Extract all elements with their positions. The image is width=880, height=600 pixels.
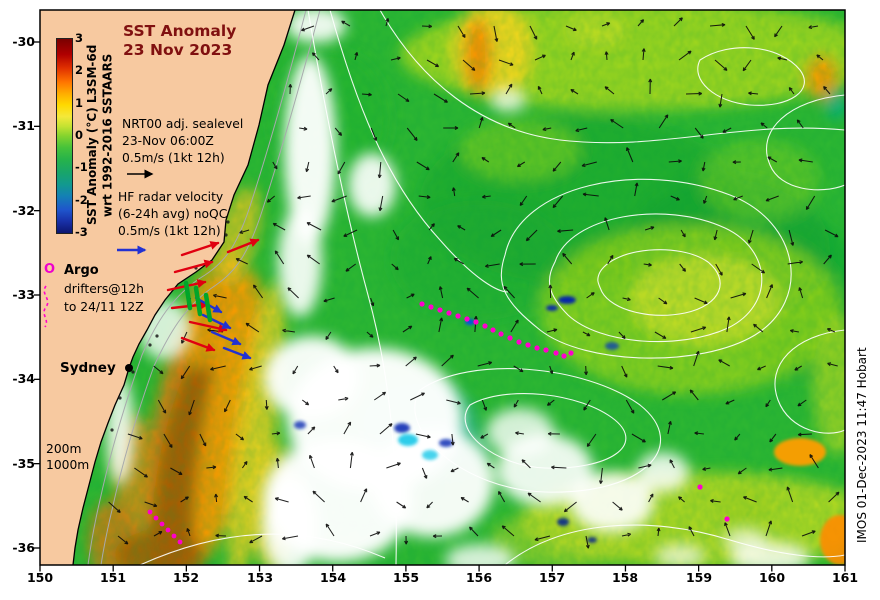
- sealevel-legend: NRT00 adj. sealevel 23-Nov 06:00Z 0.5m/s…: [122, 116, 243, 167]
- colorbar-tick-label: 1: [75, 96, 84, 110]
- colorbar-tick-label: -2: [75, 193, 88, 207]
- colorbar-tick-label: 2: [75, 63, 84, 77]
- land: [40, 10, 295, 565]
- bathymetry-label-200m: 200m: [46, 442, 82, 456]
- x-tick-label: 152: [172, 570, 200, 585]
- x-tick-label: 158: [611, 570, 639, 585]
- title-line1: SST Anomaly: [123, 22, 237, 40]
- y-tick-label: -35: [12, 456, 35, 471]
- sealevel-legend-line1: NRT00 adj. sealevel: [122, 117, 244, 131]
- credit-text: IMOS 01-Dec-2023 11:47 Hobart: [855, 347, 869, 543]
- hf-radar-legend-line3: 0.5m/s (1kt 12h): [118, 224, 221, 238]
- colorbar-axis-label: SST Anomaly (°C) L3SM-6d wrt 1992-2016 S…: [85, 36, 116, 234]
- colorbar-tick-label: 3: [75, 31, 84, 45]
- hf-radar-legend-line2: (6-24h avg) noQC: [118, 207, 228, 221]
- sealevel-contours: [139, 10, 845, 565]
- x-tick-label: 151: [99, 570, 127, 585]
- argo-float-symbol: O: [44, 262, 56, 277]
- y-tick-label: -30: [12, 34, 35, 49]
- x-tick-label: 160: [758, 570, 786, 585]
- title-line2: 23 Nov 2023: [123, 41, 233, 60]
- y-tick-label: -33: [12, 287, 35, 302]
- colorbar-tick-label: -3: [75, 225, 88, 239]
- legend-symbols: [43, 169, 154, 328]
- y-tick-label: -32: [12, 203, 35, 218]
- x-tick-label: 150: [26, 570, 54, 585]
- hf-radar-legend: HF radar velocity (6-24h avg) noQC 0.5m/…: [118, 189, 227, 240]
- sealevel-legend-line2: 23-Nov 06:00Z: [122, 134, 214, 148]
- x-tick-label: 153: [246, 570, 274, 585]
- x-tick-label: 155: [392, 570, 420, 585]
- x-tick-label: 156: [465, 570, 493, 585]
- colorbar-label-line1: SST Anomaly (°C) L3SM-6d: [85, 44, 99, 226]
- colorbar-tick-label: -1: [75, 160, 88, 174]
- argo-label: Argo: [64, 263, 99, 278]
- map-title: SST Anomaly 23 Nov 2023: [123, 22, 236, 61]
- drifter-track-legend-line: [43, 285, 49, 328]
- hf-radar-vectors: [166, 238, 260, 360]
- drifters-legend-line1: drifters@12h: [64, 282, 144, 296]
- sealevel-legend-line3: 0.5m/s (1kt 12h): [122, 151, 225, 165]
- cold-specks: [294, 296, 845, 565]
- y-tick-label: -31: [12, 118, 35, 133]
- bathymetry-label-1000m: 1000m: [46, 458, 90, 472]
- city-label-sydney: Sydney: [60, 360, 116, 376]
- hf-radar-legend-line1: HF radar velocity: [118, 190, 224, 204]
- coastline: [72, 10, 296, 565]
- x-tick-label: 161: [831, 570, 859, 585]
- x-tick-label: 154: [319, 570, 347, 585]
- colorbar-gradient: [56, 38, 73, 234]
- x-tick-label: 159: [685, 570, 713, 585]
- colorbar-label-line2: wrt 1992-2016 SSTAARS: [100, 53, 115, 217]
- sydney-city-dot: [125, 364, 133, 372]
- x-tick-label: 157: [538, 570, 566, 585]
- y-tick-label: -34: [12, 371, 35, 386]
- colorbar-tick-label: 0: [75, 128, 84, 142]
- y-tick-label: -36: [12, 540, 35, 555]
- drifter-track-dots: [147, 301, 730, 545]
- drifters-legend-line2: to 24/11 12Z: [64, 300, 144, 314]
- current-vector-arrows: [108, 17, 840, 549]
- plot-frame: [39, 9, 846, 566]
- axis-ticks: [34, 41, 846, 572]
